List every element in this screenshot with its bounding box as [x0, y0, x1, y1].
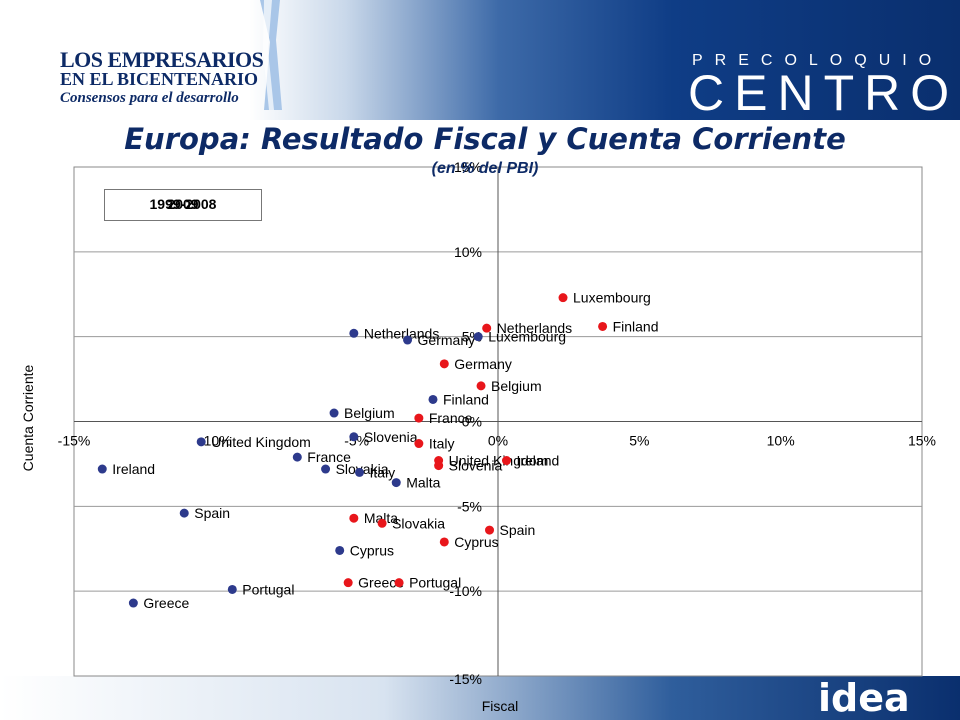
- data-point: [414, 439, 424, 449]
- data-label: Finland: [613, 318, 659, 334]
- data-label: Spain: [194, 505, 230, 521]
- data-point: [501, 456, 511, 466]
- data-label: Netherlands: [364, 325, 440, 341]
- data-point: [482, 323, 492, 333]
- data-point: [179, 508, 189, 518]
- x-tick-label: -15%: [58, 433, 91, 449]
- data-point: [349, 432, 359, 442]
- y-tick-label: 0%: [462, 414, 482, 430]
- data-label: Greece: [358, 575, 404, 591]
- data-label: Finland: [443, 391, 489, 407]
- data-label: Slovenia: [449, 458, 503, 474]
- x-tick-label: 0%: [488, 433, 508, 449]
- data-point: [97, 464, 107, 474]
- data-label: Netherlands: [497, 320, 573, 336]
- x-axis-label: Fiscal: [481, 698, 519, 714]
- data-label: Italy: [429, 436, 455, 452]
- data-label: Portugal: [409, 575, 461, 591]
- y-tick-label: 15%: [454, 159, 482, 175]
- data-point: [428, 394, 438, 404]
- ribbon-logo-graphic: [260, 0, 282, 110]
- data-label: Portugal: [242, 581, 294, 597]
- data-label: France: [307, 449, 351, 465]
- header-banner: LOS EMPRESARIOS EN EL BICENTENARIO Conse…: [0, 0, 960, 121]
- logo-tagline: Consensos para el desarrollo: [60, 90, 239, 106]
- logo-line-2: EN EL BICENTENARIO: [60, 69, 259, 89]
- centro-logo-text: CENTRO: [688, 65, 960, 121]
- data-label: Germany: [418, 332, 476, 348]
- legend-label-a: 1999-2008: [149, 196, 217, 212]
- data-point: [321, 464, 331, 474]
- data-point: [128, 598, 138, 608]
- legend-box: 1999-2008 2009: [104, 189, 262, 221]
- data-point: [403, 335, 413, 345]
- data-label: Belgium: [344, 405, 395, 421]
- data-point: [335, 545, 345, 555]
- x-tick-label: 10%: [767, 433, 795, 449]
- idea-logo: idea: [818, 676, 910, 720]
- data-label: Italy: [369, 464, 395, 480]
- data-point: [292, 452, 302, 462]
- data-label: United Kingdom: [211, 434, 311, 450]
- logo-line-1: LOS EMPRESARIOS: [60, 47, 264, 72]
- empresarios-logo: LOS EMPRESARIOS EN EL BICENTENARIO Conse…: [60, 47, 280, 108]
- data-point: [196, 437, 206, 447]
- data-label: Slovakia: [392, 515, 445, 531]
- data-point: [227, 584, 237, 594]
- data-point: [598, 321, 608, 331]
- data-label: Ireland: [516, 453, 559, 469]
- data-label: Cyprus: [350, 542, 394, 558]
- data-label: Slovenia: [364, 429, 418, 445]
- data-point: [394, 578, 404, 588]
- chart-subtitle: (en % del PBI): [431, 160, 539, 177]
- data-point: [343, 578, 353, 588]
- data-label: France: [429, 410, 473, 426]
- x-tick-label: 15%: [908, 433, 936, 449]
- data-point: [485, 525, 495, 535]
- data-label: Luxembourg: [573, 290, 651, 306]
- data-label: Cyprus: [454, 534, 498, 550]
- data-point: [354, 467, 364, 477]
- data-point: [329, 408, 339, 418]
- data-label: Spain: [500, 522, 536, 538]
- x-tick-label: -10%: [199, 433, 232, 449]
- data-point: [473, 332, 483, 342]
- data-point: [434, 461, 444, 471]
- data-label: Greece: [143, 595, 189, 611]
- data-label: Germany: [454, 356, 512, 372]
- legend-label-b: 2009: [167, 196, 199, 212]
- chart-title: Europa: Resultado Fiscal y Cuenta Corrie…: [124, 122, 846, 156]
- y-tick-label: -5%: [457, 498, 482, 514]
- precoloquio-text: PRECOLOQUIO: [692, 52, 944, 69]
- x-tick-label: 5%: [629, 433, 649, 449]
- data-point: [439, 359, 449, 369]
- data-label: Malta: [364, 510, 398, 526]
- y-tick-label: -15%: [449, 671, 482, 687]
- data-label: Luxembourg: [488, 329, 566, 345]
- data-point: [377, 518, 387, 528]
- data-point: [391, 478, 401, 488]
- data-label: Belgium: [491, 378, 542, 394]
- y-axis-label: Cuenta Corriente: [20, 364, 36, 472]
- footer-banner: [0, 676, 960, 720]
- y-tick-label: -10%: [449, 583, 482, 599]
- data-point: [349, 328, 359, 338]
- data-label: Ireland: [112, 461, 155, 477]
- data-point: [349, 513, 359, 523]
- data-label: Malta: [406, 475, 440, 491]
- y-tick-label: 10%: [454, 244, 482, 260]
- data-point: [476, 381, 486, 391]
- data-point: [558, 293, 568, 303]
- data-point: [414, 413, 424, 423]
- data-point: [439, 537, 449, 547]
- data-label: United Kingdom: [449, 453, 549, 469]
